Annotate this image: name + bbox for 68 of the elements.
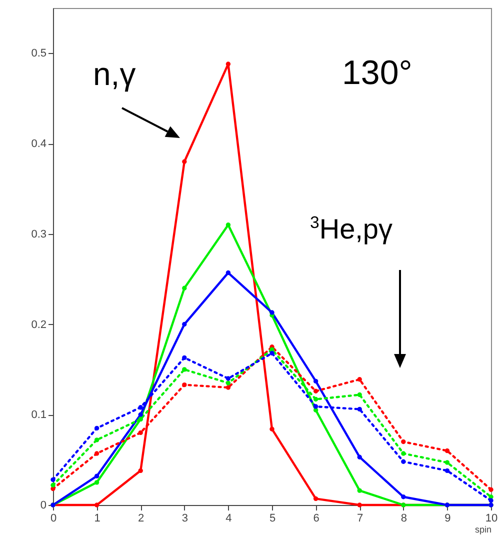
point bbox=[50, 482, 56, 488]
point bbox=[313, 378, 318, 384]
point bbox=[357, 406, 362, 412]
point bbox=[313, 404, 318, 409]
annotation: $^{3}$He,pγ bbox=[310, 213, 392, 244]
x-tick-label: 0 bbox=[50, 512, 57, 524]
point bbox=[94, 480, 100, 485]
point bbox=[401, 459, 406, 464]
point bbox=[138, 405, 143, 410]
point bbox=[226, 385, 231, 390]
point bbox=[182, 355, 187, 360]
point bbox=[401, 451, 406, 456]
y-tick-label: 0.4 bbox=[31, 138, 46, 150]
x-axis-title: spin bbox=[474, 524, 492, 534]
y-tick-label: 0.1 bbox=[31, 409, 46, 422]
annotation: n,γ bbox=[93, 56, 136, 92]
point bbox=[270, 350, 274, 356]
x-tick-label: 4 bbox=[226, 512, 232, 524]
y-tick-label: 0.5 bbox=[31, 48, 46, 60]
point bbox=[357, 454, 362, 460]
point bbox=[444, 468, 450, 473]
point bbox=[357, 377, 362, 382]
point bbox=[313, 388, 318, 394]
point bbox=[94, 451, 100, 456]
point bbox=[444, 448, 450, 454]
x-tick-label: 9 bbox=[444, 512, 451, 524]
point bbox=[182, 382, 187, 388]
point bbox=[488, 498, 494, 503]
point bbox=[226, 380, 231, 386]
point bbox=[444, 460, 450, 465]
point bbox=[182, 286, 187, 290]
point bbox=[313, 496, 318, 502]
point bbox=[226, 222, 231, 228]
point bbox=[488, 487, 494, 492]
point bbox=[182, 159, 187, 164]
point bbox=[182, 322, 187, 327]
x-tick-label: 2 bbox=[138, 512, 144, 524]
y-tick-label: 0.2 bbox=[31, 318, 46, 331]
x-tick-label: 1 bbox=[94, 512, 100, 524]
point bbox=[401, 494, 406, 500]
point bbox=[226, 376, 231, 381]
y-tick-label: 0.3 bbox=[31, 228, 46, 240]
point bbox=[94, 426, 100, 431]
annotation: 130° bbox=[342, 54, 412, 92]
point bbox=[138, 430, 143, 436]
point bbox=[270, 426, 274, 432]
x-tick-label: 3 bbox=[182, 512, 188, 524]
point bbox=[401, 439, 406, 444]
point bbox=[94, 438, 100, 442]
point bbox=[270, 310, 274, 315]
point bbox=[357, 488, 362, 493]
x-tick-label: 5 bbox=[269, 512, 276, 524]
point bbox=[94, 502, 100, 508]
point bbox=[226, 62, 231, 66]
x-tick-label: 7 bbox=[357, 512, 364, 524]
point bbox=[94, 474, 100, 478]
y-tick-label: 0 bbox=[40, 500, 46, 512]
point bbox=[313, 396, 318, 402]
point bbox=[357, 502, 362, 508]
point bbox=[226, 270, 231, 276]
point bbox=[138, 468, 143, 473]
x-tick-label: 6 bbox=[313, 512, 320, 524]
point bbox=[50, 477, 56, 482]
x-tick-label: 10 bbox=[485, 512, 498, 524]
x-tick-label: 8 bbox=[400, 512, 407, 524]
point bbox=[138, 412, 143, 417]
point bbox=[357, 392, 362, 398]
point bbox=[182, 367, 187, 372]
